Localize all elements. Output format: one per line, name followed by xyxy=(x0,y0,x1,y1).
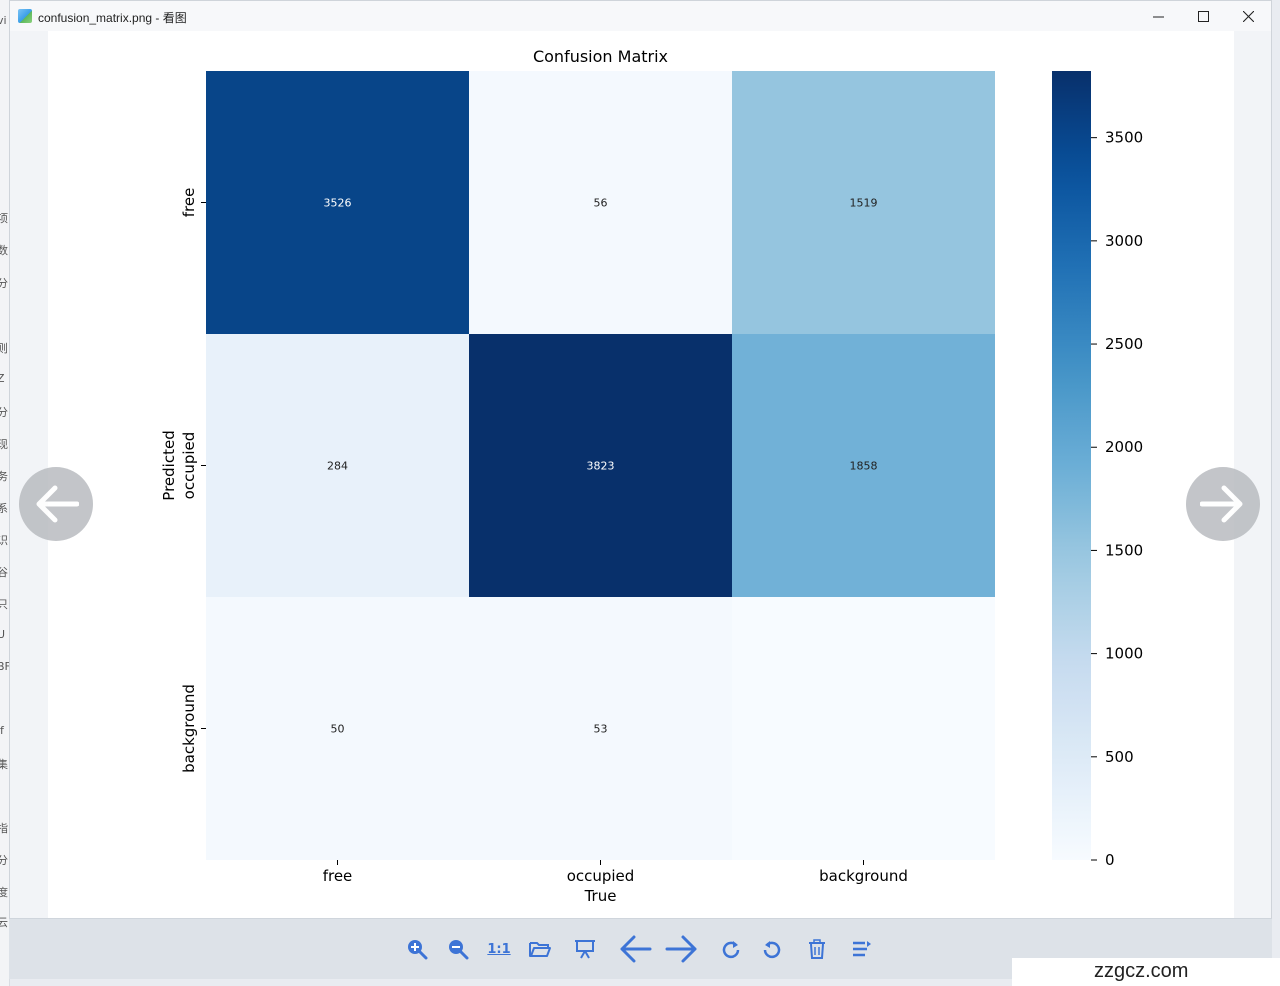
window-title: confusion_matrix.png - 看图 xyxy=(38,11,187,25)
background-glyph: Z xyxy=(0,372,5,385)
arrow-right-icon xyxy=(665,935,697,963)
colorbar-tick-label: 1500 xyxy=(1105,541,1143,559)
background-glyph: 云 xyxy=(0,916,8,929)
y-tick-label: background xyxy=(180,684,198,773)
cell-value-label: 1858 xyxy=(850,460,878,473)
next-image-button[interactable] xyxy=(1186,467,1260,541)
background-glyph: 则 xyxy=(0,342,8,355)
background-glyph: 数 xyxy=(0,244,8,257)
image-canvas: Confusion Matrix 3526 56 1519 284 3823 1858 50 5… xyxy=(48,31,1234,919)
chart-title: Confusion Matrix xyxy=(533,47,668,66)
heatmap-cell xyxy=(469,334,732,597)
slideshow-button[interactable] xyxy=(570,933,600,965)
title-bar: confusion_matrix.png - 看图 xyxy=(10,1,1271,31)
background-glyph: 现 xyxy=(0,438,8,451)
heatmap-cell xyxy=(206,71,469,334)
heatmap-cell xyxy=(469,597,732,860)
background-glyph: 只 xyxy=(0,598,8,611)
heatmap-cell xyxy=(469,71,732,334)
cell-value-label: 284 xyxy=(327,460,348,473)
colorbar-tick-label: 3500 xyxy=(1105,129,1143,147)
rotate-ccw-icon xyxy=(763,941,781,959)
watermark-text: zzgcz.com xyxy=(1094,960,1189,982)
colorbar-tick-label: 1000 xyxy=(1105,645,1143,663)
arrow-left-icon xyxy=(36,485,79,523)
previous-image-button[interactable] xyxy=(19,467,93,541)
zoom-in-button[interactable] xyxy=(402,933,432,965)
x-tick-label: free xyxy=(323,867,353,885)
rotate-counterclockwise-button[interactable] xyxy=(757,933,787,965)
heatmap-cell xyxy=(732,597,995,860)
zoom-in-icon xyxy=(408,940,428,960)
app-image-icon xyxy=(18,9,32,23)
image-viewer-window: confusion_matrix.png - 看图 Confusion Matr… xyxy=(9,0,1272,978)
zoom-out-icon xyxy=(449,940,469,960)
colorbar-tick-label: 2500 xyxy=(1105,335,1143,353)
background-glyph: 务 xyxy=(0,470,8,483)
background-glyph: vi xyxy=(0,14,7,27)
maximize-icon xyxy=(1198,10,1209,22)
confusion-matrix-chart: Confusion Matrix 3526 56 1519 284 3823 1858 50 5… xyxy=(160,47,1143,905)
close-button[interactable] xyxy=(1226,1,1271,31)
arrow-right-icon xyxy=(1200,485,1243,523)
colorbar xyxy=(1052,71,1091,860)
minimize-button[interactable] xyxy=(1136,1,1181,31)
next-button[interactable] xyxy=(662,933,702,965)
actual-size-label: 1:1 xyxy=(487,941,511,957)
background-glyph: 分 xyxy=(0,854,8,867)
rotate-clockwise-button[interactable] xyxy=(716,933,746,965)
heatmap-cell xyxy=(206,334,469,597)
close-icon xyxy=(1243,10,1254,22)
zoom-out-button[interactable] xyxy=(443,933,473,965)
background-glyph: 分 xyxy=(0,277,8,290)
trash-icon xyxy=(809,939,825,959)
background-glyph: U xyxy=(0,628,6,641)
colorbar-tick-label: 0 xyxy=(1105,851,1115,869)
maximize-button[interactable] xyxy=(1181,1,1226,31)
x-tick-label: occupied xyxy=(567,867,635,885)
more-menu-button[interactable] xyxy=(847,933,877,965)
cell-value-label: 50 xyxy=(331,723,345,736)
background-glyph: 系 xyxy=(0,502,8,515)
folder-icon xyxy=(529,942,551,957)
background-glyph: 项 xyxy=(0,212,8,225)
background-glyph: 度 xyxy=(0,886,8,899)
cell-value-label: 3526 xyxy=(324,197,352,210)
background-glyph: 谷 xyxy=(0,566,8,579)
open-folder-button[interactable] xyxy=(525,933,555,965)
actual-size-button[interactable]: 1:1 xyxy=(483,933,515,965)
background-glyph: 指 xyxy=(0,822,8,835)
colorbar-tick-label: 2000 xyxy=(1105,438,1143,456)
y-tick-label: free xyxy=(180,188,198,218)
menu-icon xyxy=(853,941,871,957)
delete-button[interactable] xyxy=(802,933,832,965)
watermark: zzgcz.com xyxy=(1012,958,1280,986)
x-tick-label: background xyxy=(819,867,908,885)
arrow-left-icon xyxy=(620,935,652,963)
cell-value-label: 53 xyxy=(594,723,608,736)
heatmap-cell xyxy=(206,597,469,860)
slideshow-icon xyxy=(575,940,595,959)
background-glyph: lf xyxy=(0,724,4,737)
cell-value-label: 1519 xyxy=(850,197,878,210)
cell-value-label: 56 xyxy=(594,197,608,210)
rotate-cw-icon xyxy=(722,941,740,959)
background-glyph: BF xyxy=(0,660,11,673)
x-axis-label: True xyxy=(584,887,617,905)
colorbar-tick-label: 500 xyxy=(1105,748,1134,766)
background-glyph: 集 xyxy=(0,758,8,771)
background-glyph: 识 xyxy=(0,534,8,547)
y-tick-label: occupied xyxy=(180,432,198,500)
cell-value-label: 3823 xyxy=(587,460,615,473)
heatmap-cell xyxy=(732,71,995,334)
minimize-icon xyxy=(1153,16,1164,17)
previous-button[interactable] xyxy=(615,933,655,965)
heatmap-cell xyxy=(732,334,995,597)
colorbar-tick-label: 3000 xyxy=(1105,232,1143,250)
y-axis-label: Predicted xyxy=(160,430,178,500)
background-glyph: 分 xyxy=(0,406,8,419)
